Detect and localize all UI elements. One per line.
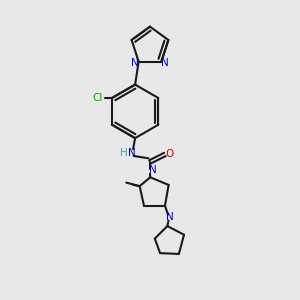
Text: Cl: Cl <box>92 93 102 103</box>
Text: O: O <box>165 149 173 159</box>
Text: N: N <box>166 212 174 222</box>
Text: N: N <box>148 165 156 175</box>
Text: H: H <box>120 148 128 158</box>
Text: N: N <box>131 58 139 68</box>
Text: N: N <box>161 58 169 68</box>
Text: N: N <box>128 148 136 158</box>
